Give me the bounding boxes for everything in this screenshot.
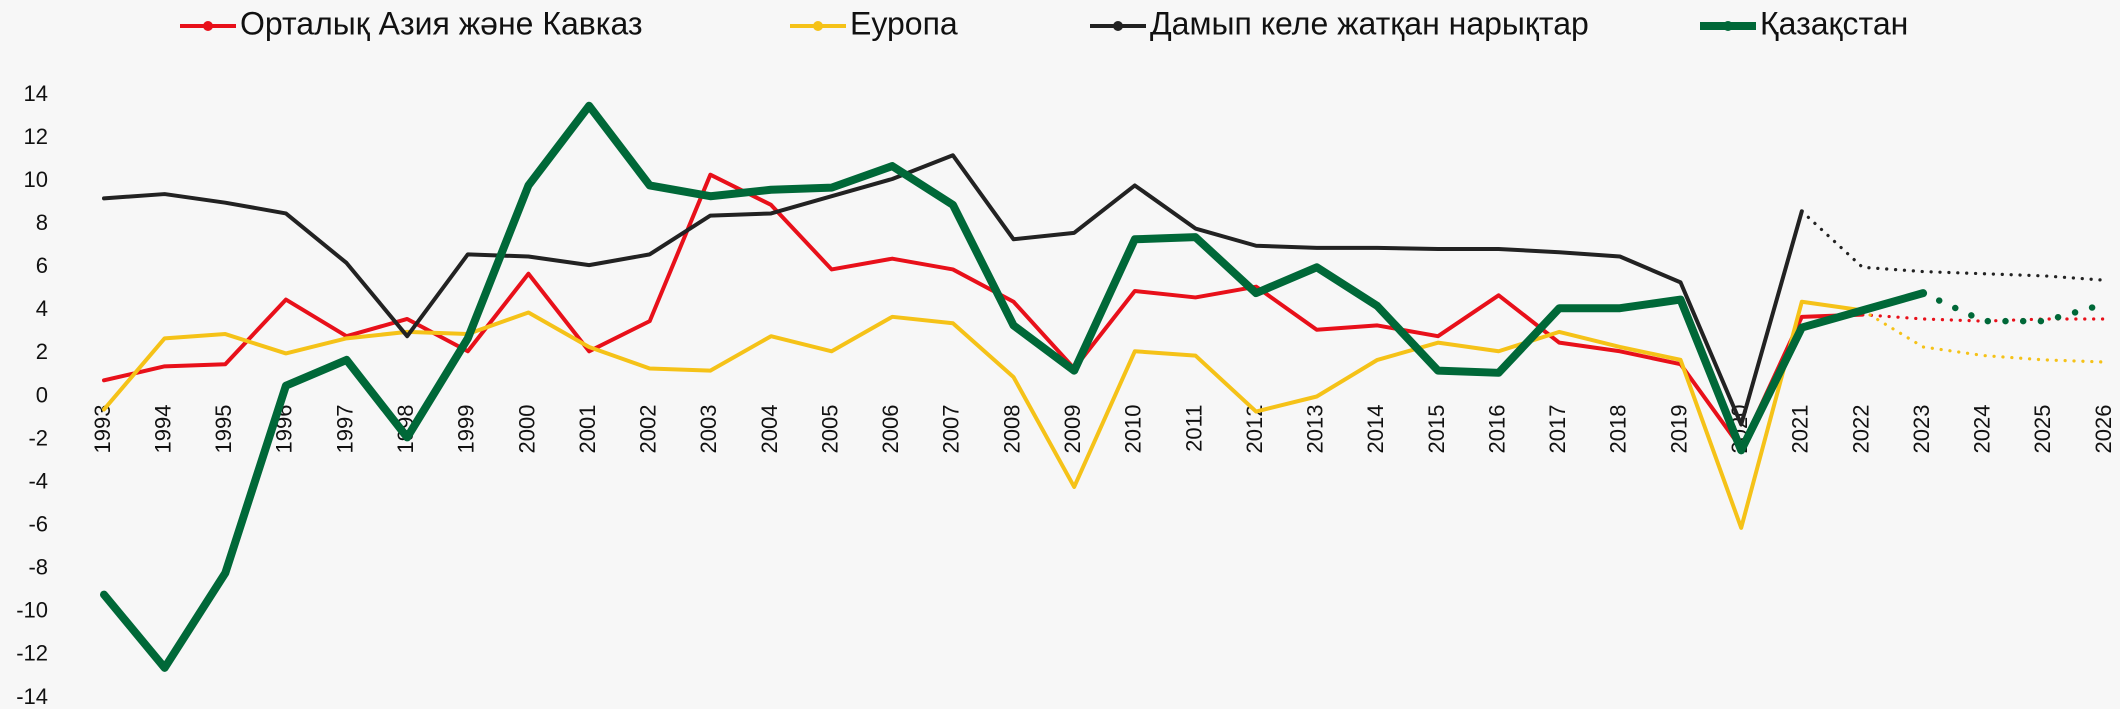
x-tick-label: 2017 [1545,405,1570,454]
y-tick-label: -12 [16,641,48,666]
x-tick-label: 2002 [636,405,661,454]
y-tick-label: 12 [24,124,48,149]
x-tick-label: 2021 [1788,405,1813,454]
legend-label: Еуропа [850,5,958,41]
x-tick-label: 2015 [1424,405,1449,454]
x-tick-label: 2024 [1970,405,1995,454]
y-tick-label: -2 [28,425,48,450]
x-tick-label: 2019 [1666,405,1691,454]
legend-label: Дамып келе жатқан нарықтар [1150,5,1589,41]
y-tick-label: -4 [28,468,48,493]
y-tick-label: 2 [36,339,48,364]
x-tick-label: 2016 [1484,405,1509,454]
legend-label: Қазақстан [1760,5,1908,41]
x-tick-label: 1994 [150,405,175,454]
y-tick-label: -8 [28,555,48,580]
x-tick-label: 2010 [1121,405,1146,454]
forecast-line [1919,289,2109,325]
y-tick-label: 4 [36,296,48,321]
legend-marker [1723,21,1733,31]
x-tick-label: 2005 [817,405,842,454]
y-tick-label: 14 [24,81,48,106]
x-tick-label: 2022 [1848,405,1873,454]
forecast-line [1860,308,2107,364]
x-tick-label: 2003 [696,405,721,454]
x-tick-label: 2008 [999,404,1024,453]
y-tick-label: -6 [28,512,48,537]
y-tick-label: 8 [36,210,48,235]
x-tick-label: 2001 [575,405,600,454]
x-tick-label: 2025 [2030,405,2055,454]
series-line [102,299,1865,530]
x-tick-label: 2018 [1606,405,1631,454]
x-tick-label: 2023 [1909,405,1934,454]
series-line [100,101,1928,672]
y-tick-label: 6 [36,253,48,278]
y-tick-label: 0 [36,382,48,407]
x-tick-label: 2000 [514,405,539,454]
legend-marker [1113,21,1123,31]
x-tick-label: 2009 [1060,405,1085,454]
x-tick-label: 2006 [878,405,903,454]
legend-marker [813,21,823,31]
x-tick-label: 2007 [939,405,964,454]
x-tick-label: 1999 [454,405,479,454]
forecast-line [1860,313,2107,323]
y-tick-label: -14 [16,684,48,709]
legend-label: Орталық Азия және Кавказ [240,5,643,41]
x-tick-label: 2011 [1181,405,1206,452]
forecast-line [1800,209,2107,282]
x-tick-label: 1997 [332,405,357,454]
x-tick-label: 2004 [757,405,782,454]
x-tick-label: 2026 [2091,405,2116,454]
series-line [102,153,1804,427]
x-tick-label: 2014 [1363,405,1388,454]
y-tick-label: 10 [24,167,48,192]
y-tick-label: -10 [16,598,48,623]
x-tick-label: 1995 [211,405,236,454]
x-tick-label: 1993 [90,405,115,454]
legend-marker [203,21,213,31]
x-tick-label: 2013 [1303,405,1328,454]
